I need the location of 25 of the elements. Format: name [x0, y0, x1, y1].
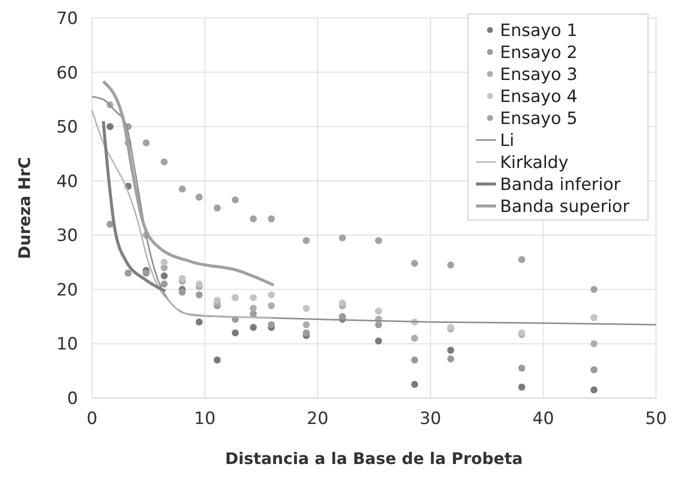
x-tick-label: 0	[86, 409, 98, 429]
x-axis-title: Distancia a la Base de la Probeta	[225, 449, 523, 468]
y-tick-label: 60	[56, 63, 78, 84]
y-tick-label: 0	[67, 389, 78, 409]
legend-label: Kirkaldy	[500, 153, 568, 173]
y-tick-label: 20	[56, 280, 78, 300]
legend-label: Li	[500, 131, 514, 151]
legend-label: Ensayo 1	[500, 21, 578, 41]
y-axis-title: Dureza HrC	[15, 156, 34, 260]
x-tick-label: 40	[532, 409, 554, 429]
y-tick-label: 70	[56, 9, 78, 29]
y-tick-label: 40	[56, 172, 78, 192]
y-tick-label: 10	[56, 334, 78, 355]
x-tick-label: 30	[420, 409, 442, 429]
legend-label: Ensayo 2	[500, 43, 578, 63]
y-tick-label: 30	[56, 226, 78, 246]
legend-label: Ensayo 5	[500, 109, 578, 129]
legend-label: Ensayo 4	[500, 87, 578, 107]
legend-label: Banda superior	[500, 197, 630, 217]
x-tick-label: 10	[194, 409, 216, 429]
x-tick-label: 20	[306, 409, 328, 429]
y-tick-label: 50	[56, 118, 78, 138]
legend-label: Banda inferior	[500, 175, 621, 195]
legend-label: Ensayo 3	[500, 65, 578, 85]
x-tick-label: 50	[645, 409, 667, 429]
